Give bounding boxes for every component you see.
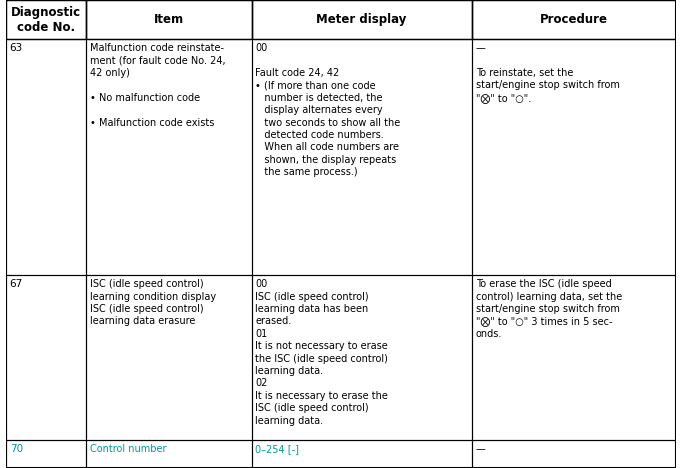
Text: Diagnostic
code No.: Diagnostic code No.	[11, 6, 81, 34]
Text: ISC (idle speed control)
learning condition display
ISC (idle speed control)
lea: ISC (idle speed control) learning condit…	[90, 279, 216, 326]
Bar	[5, 275, 87, 440]
Bar	[472, 275, 677, 440]
Text: 63: 63	[10, 43, 23, 53]
Bar	[5, 0, 87, 39]
Text: 00
ISC (idle speed control)
learning data has been
erased.
01
It is not necessar: 00 ISC (idle speed control) learning dat…	[256, 279, 388, 425]
Text: 67: 67	[10, 279, 23, 289]
Bar	[87, 275, 252, 440]
Text: —: —	[476, 445, 486, 454]
Text: Control number: Control number	[90, 445, 167, 454]
Text: —

To reinstate, set the
start/engine stop switch from
"⨂" to "○".: — To reinstate, set the start/engine sto…	[476, 43, 619, 103]
Bar	[252, 39, 472, 275]
Text: To erase the ISC (idle speed
control) learning data, set the
start/engine stop s: To erase the ISC (idle speed control) le…	[476, 279, 622, 339]
Bar	[252, 440, 472, 468]
Bar	[472, 440, 677, 468]
Bar	[87, 440, 252, 468]
Bar	[472, 0, 677, 39]
Text: Malfunction code reinstate-
ment (for fault code No. 24,
42 only)

• No malfunct: Malfunction code reinstate- ment (for fa…	[90, 43, 226, 128]
Text: Procedure: Procedure	[540, 13, 608, 26]
Bar	[5, 440, 87, 468]
Text: 70: 70	[10, 445, 23, 454]
Bar	[87, 39, 252, 275]
Bar	[87, 0, 252, 39]
Bar	[252, 0, 472, 39]
Bar	[5, 39, 87, 275]
Text: 0–254 [-]: 0–254 [-]	[256, 445, 299, 454]
Text: 00

Fault code 24, 42
• (If more than one code
   number is detected, the
   dis: 00 Fault code 24, 42 • (If more than one…	[256, 43, 401, 177]
Bar	[252, 275, 472, 440]
Bar	[472, 39, 677, 275]
Text: Item: Item	[154, 13, 184, 26]
Text: Meter display: Meter display	[316, 13, 407, 26]
